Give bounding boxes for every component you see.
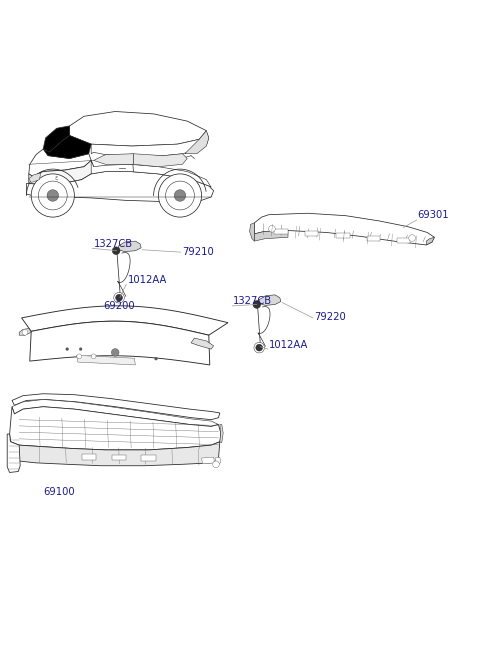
Text: 1327CB: 1327CB <box>94 239 133 249</box>
Polygon shape <box>254 231 288 241</box>
Circle shape <box>79 348 82 350</box>
Polygon shape <box>30 321 210 365</box>
Polygon shape <box>426 237 434 245</box>
Polygon shape <box>43 136 91 159</box>
Polygon shape <box>185 131 209 154</box>
Circle shape <box>22 329 28 335</box>
Text: 1327CB: 1327CB <box>233 297 273 307</box>
Polygon shape <box>397 238 410 243</box>
Polygon shape <box>19 328 31 335</box>
Polygon shape <box>142 455 156 461</box>
Circle shape <box>256 345 263 351</box>
Polygon shape <box>215 457 221 464</box>
Circle shape <box>66 348 69 350</box>
Text: Ɛ: Ɛ <box>55 176 59 181</box>
Text: 69200: 69200 <box>103 301 135 311</box>
Polygon shape <box>29 149 91 176</box>
Polygon shape <box>91 132 209 156</box>
Circle shape <box>116 294 122 301</box>
Circle shape <box>269 225 276 232</box>
Circle shape <box>77 354 82 359</box>
Circle shape <box>174 190 186 201</box>
Circle shape <box>253 301 261 309</box>
Text: 69100: 69100 <box>43 487 75 496</box>
Text: 79220: 79220 <box>314 312 346 322</box>
Polygon shape <box>77 356 135 365</box>
Polygon shape <box>336 233 350 238</box>
Polygon shape <box>12 400 218 426</box>
Circle shape <box>38 181 67 210</box>
Polygon shape <box>304 231 318 236</box>
Polygon shape <box>250 223 254 241</box>
Circle shape <box>31 174 74 217</box>
Circle shape <box>111 348 119 356</box>
Polygon shape <box>191 338 214 349</box>
Circle shape <box>158 174 202 217</box>
Polygon shape <box>133 154 187 167</box>
Polygon shape <box>220 424 223 443</box>
Text: 1012AA: 1012AA <box>269 340 308 350</box>
Circle shape <box>213 461 219 468</box>
Polygon shape <box>202 457 215 464</box>
Polygon shape <box>275 229 288 234</box>
Polygon shape <box>91 160 211 187</box>
Polygon shape <box>259 295 281 305</box>
Polygon shape <box>94 154 133 164</box>
Polygon shape <box>254 214 434 245</box>
Polygon shape <box>111 455 126 460</box>
Polygon shape <box>10 441 220 466</box>
Circle shape <box>47 190 59 201</box>
Circle shape <box>409 234 416 242</box>
Circle shape <box>112 247 120 255</box>
Circle shape <box>91 354 96 359</box>
Polygon shape <box>26 172 214 202</box>
Polygon shape <box>367 236 380 240</box>
Polygon shape <box>10 407 221 450</box>
Polygon shape <box>29 173 41 183</box>
Text: 79210: 79210 <box>182 246 214 257</box>
Polygon shape <box>70 111 206 146</box>
Polygon shape <box>12 394 220 420</box>
Polygon shape <box>22 306 228 335</box>
Polygon shape <box>82 455 96 460</box>
Polygon shape <box>29 160 94 185</box>
Text: 1012AA: 1012AA <box>128 275 167 285</box>
Polygon shape <box>7 434 20 472</box>
Circle shape <box>166 181 194 210</box>
Text: 69301: 69301 <box>418 210 449 220</box>
Circle shape <box>155 357 157 360</box>
Polygon shape <box>43 126 70 153</box>
Polygon shape <box>119 241 141 252</box>
